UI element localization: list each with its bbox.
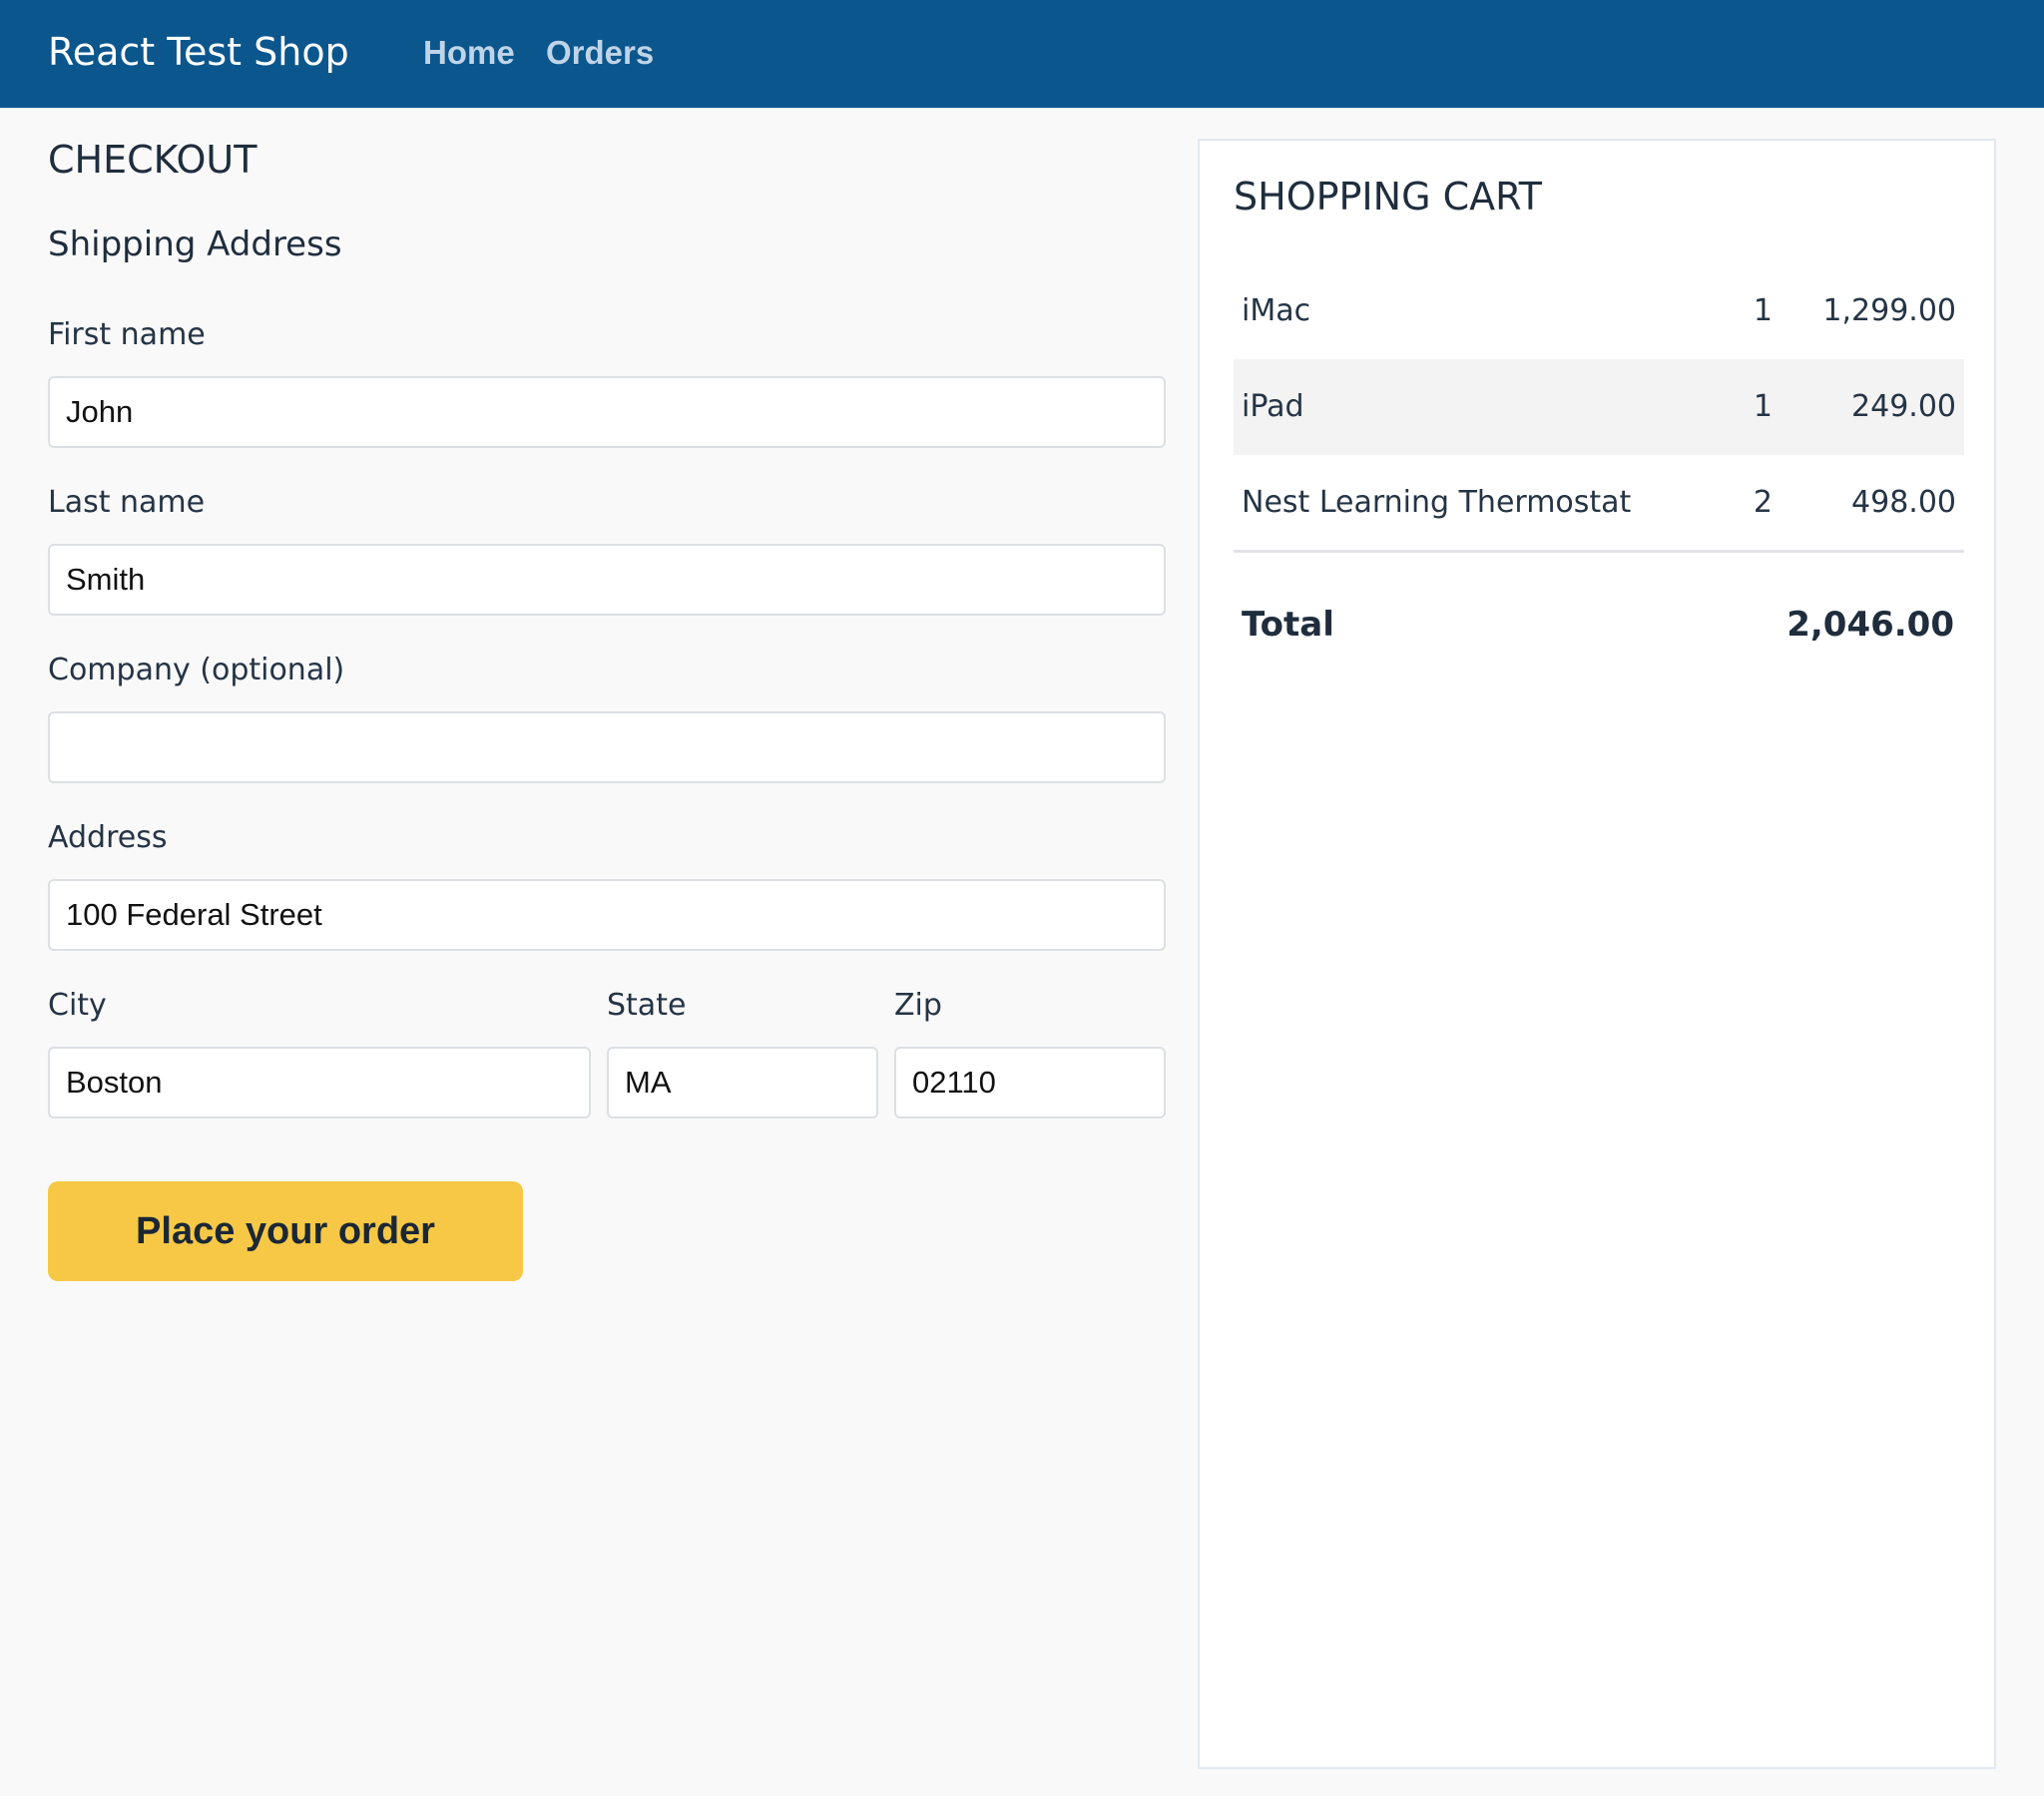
- shopping-cart-panel: SHOPPING CART iMac 1 1,299.00 iPad 1 249…: [1198, 139, 1996, 1769]
- cart-item-qty: 1: [1753, 389, 1773, 424]
- city-label: City: [48, 988, 107, 1023]
- first-name-input[interactable]: John: [48, 376, 1166, 448]
- cart-item-row: iPad 1 249.00: [1234, 359, 1964, 455]
- company-label: Company (optional): [48, 653, 345, 687]
- first-name-label: First name: [48, 317, 206, 352]
- cart-title: SHOPPING CART: [1234, 175, 1542, 219]
- section-title-shipping: Shipping Address: [48, 224, 342, 264]
- cart-item-qty: 1: [1753, 293, 1773, 328]
- cart-item-price: 1,299.00: [1822, 293, 1956, 328]
- cart-item-name: iPad: [1242, 389, 1304, 424]
- page-title: CHECKOUT: [48, 138, 257, 182]
- cart-item-price: 249.00: [1851, 389, 1956, 424]
- zip-input[interactable]: 02110: [894, 1047, 1166, 1119]
- cart-item-qty: 2: [1753, 485, 1773, 520]
- state-input[interactable]: MA: [607, 1047, 878, 1119]
- city-input[interactable]: Boston: [48, 1047, 591, 1119]
- state-label: State: [607, 988, 687, 1023]
- cart-total-value: 2,046.00: [1787, 605, 1954, 645]
- place-order-button[interactable]: Place your order: [48, 1181, 523, 1281]
- last-name-label: Last name: [48, 485, 206, 520]
- cart-item-price: 498.00: [1851, 485, 1956, 520]
- brand-logo-text[interactable]: React Test Shop: [48, 30, 349, 74]
- cart-item-name: iMac: [1242, 293, 1311, 328]
- cart-total-label: Total: [1242, 605, 1334, 645]
- address-label: Address: [48, 820, 168, 855]
- last-name-input[interactable]: Smith: [48, 544, 1166, 616]
- zip-label: Zip: [894, 988, 942, 1023]
- nav-link-home[interactable]: Home: [423, 34, 515, 71]
- address-input[interactable]: 100 Federal Street: [48, 879, 1166, 951]
- cart-item-row: iMac 1 1,299.00: [1234, 263, 1964, 359]
- cart-item-name: Nest Learning Thermostat: [1242, 485, 1632, 520]
- cart-item-row: Nest Learning Thermostat 2 498.00: [1234, 455, 1964, 551]
- top-navbar: React Test Shop Home Orders: [0, 0, 2044, 108]
- cart-divider: [1234, 550, 1964, 553]
- nav-link-orders[interactable]: Orders: [546, 34, 655, 71]
- company-input[interactable]: [48, 711, 1166, 783]
